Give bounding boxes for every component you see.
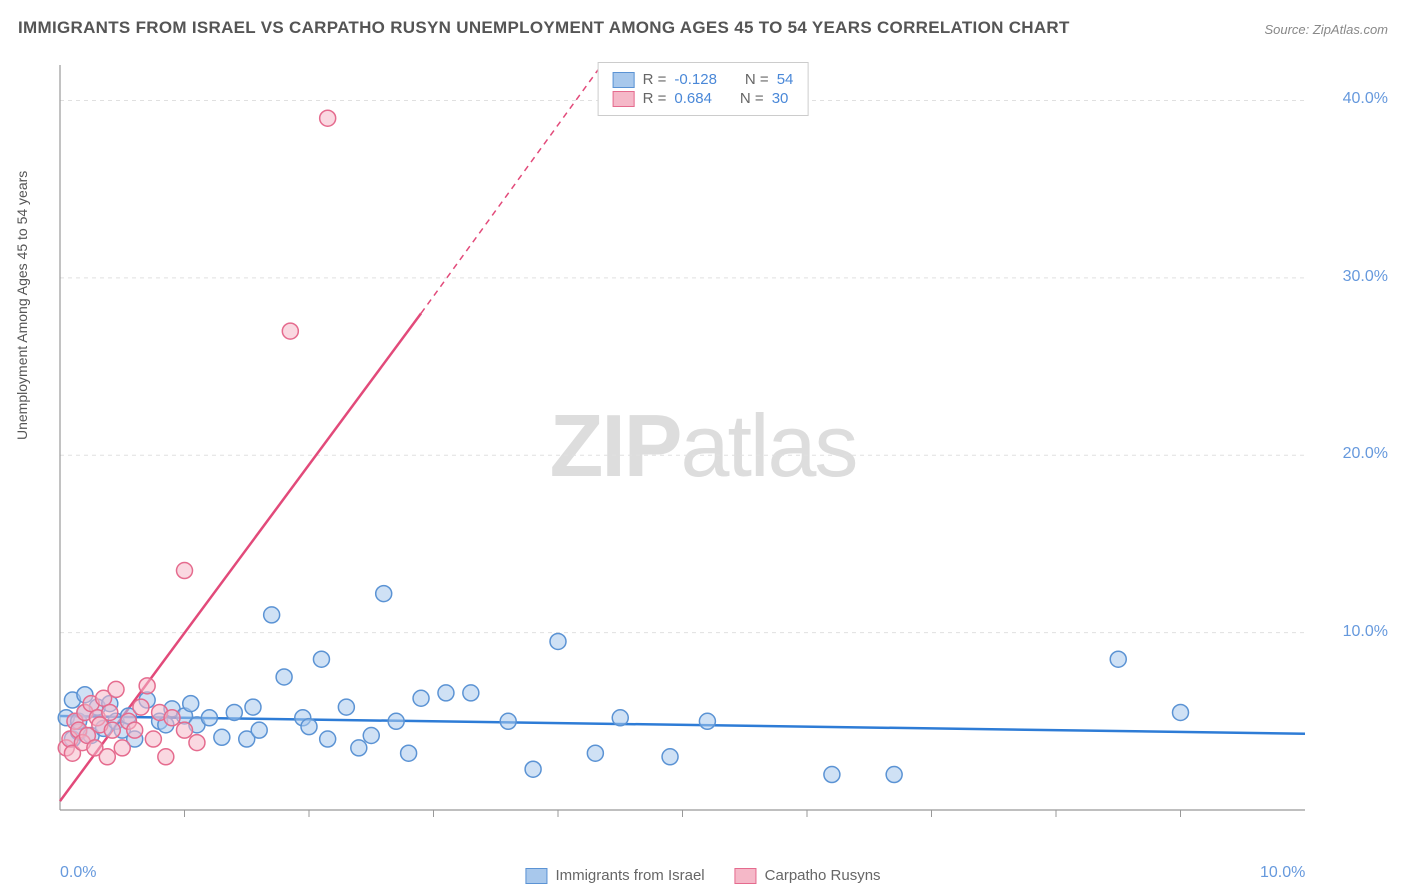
n-value-israel: 54 [777,71,794,88]
plot-svg [55,60,1375,840]
correlation-legend: R = -0.128 N = 54 R = 0.684 N = 30 [598,62,809,116]
n-value-carpatho: 30 [772,90,789,107]
series-legend: Immigrants from Israel Carpatho Rusyns [525,867,880,884]
y-tick-label: 30.0% [1343,268,1388,286]
y-tick-label: 10.0% [1343,623,1388,641]
legend-item-israel: Immigrants from Israel [525,867,704,884]
r-value-carpatho: 0.684 [674,90,712,107]
x-tick-label: 10.0% [1260,864,1305,882]
legend-swatch-carpatho [613,91,635,107]
source-attribution: Source: ZipAtlas.com [1264,22,1388,37]
x-tick-label: 0.0% [60,864,96,882]
legend-swatch-carpatho-bottom [735,868,757,884]
legend-item-carpatho: Carpatho Rusyns [735,867,881,884]
legend-row-israel: R = -0.128 N = 54 [613,71,794,88]
y-tick-label: 20.0% [1343,445,1388,463]
r-value-israel: -0.128 [674,71,717,88]
correlation-chart: IMMIGRANTS FROM ISRAEL VS CARPATHO RUSYN… [0,0,1406,892]
chart-title: IMMIGRANTS FROM ISRAEL VS CARPATHO RUSYN… [18,18,1070,38]
y-axis-label: Unemployment Among Ages 45 to 54 years [14,171,30,440]
legend-swatch-israel-bottom [525,868,547,884]
legend-swatch-israel [613,72,635,88]
y-tick-label: 40.0% [1343,90,1388,108]
legend-row-carpatho: R = 0.684 N = 30 [613,90,794,107]
